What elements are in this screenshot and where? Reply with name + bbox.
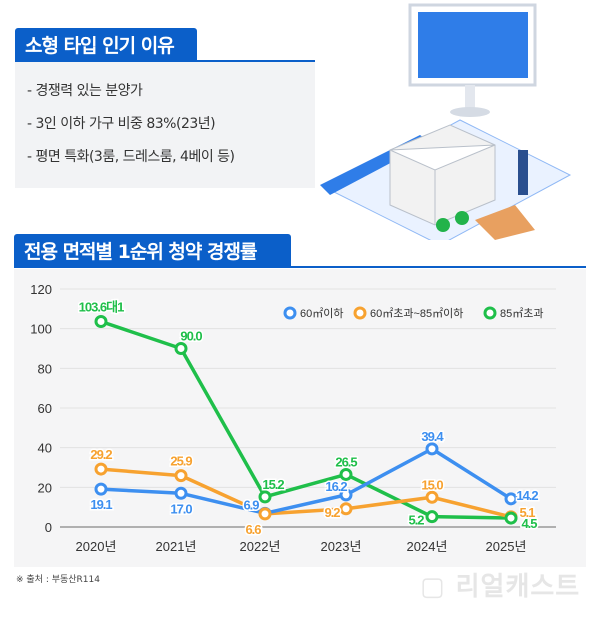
data-label: 90.0	[180, 329, 202, 344]
x-tick-label: 2024년	[407, 539, 448, 554]
data-point	[258, 507, 272, 521]
series-line	[100, 467, 512, 519]
data-point	[94, 482, 108, 496]
data-label: 14.2	[516, 488, 538, 503]
source-note: ※ 출처 : 부동산R114	[16, 575, 100, 585]
data-label: 5.2	[408, 513, 424, 528]
house-design-illustration	[320, 3, 572, 240]
data-point	[174, 486, 188, 500]
y-tick-label: 60	[38, 401, 52, 416]
data-label: 25.9	[170, 454, 192, 469]
legend-marker	[353, 306, 367, 320]
data-label: 103.6대1	[79, 300, 124, 315]
divider	[15, 60, 315, 62]
data-label: 16.2	[325, 479, 347, 494]
section2-title: 전용 면적별 1순위 청약 경쟁률	[14, 234, 291, 267]
data-point	[339, 488, 353, 502]
data-point	[425, 490, 439, 504]
watermark-logo: ▢ 리얼캐스트	[420, 572, 581, 602]
data-label: 19.1	[90, 497, 112, 512]
data-label: 26.5	[335, 454, 357, 469]
x-tick-label: 2021년	[156, 539, 197, 554]
section1-title: 소형 타입 인기 이유	[15, 28, 197, 61]
y-tick-label: 40	[38, 441, 52, 456]
data-label: 15.0	[421, 477, 443, 492]
data-point	[174, 469, 188, 483]
data-label: 39.4	[421, 429, 444, 444]
data-point	[504, 492, 518, 506]
watermark-text: 리얼캐스트	[455, 572, 581, 602]
legend-marker	[283, 306, 297, 320]
data-point	[425, 442, 439, 456]
data-label: 15.2	[262, 477, 284, 492]
data-label: 6.9	[243, 497, 259, 512]
data-point	[339, 467, 353, 481]
data-point	[425, 510, 439, 524]
series-line	[100, 447, 512, 516]
data-label: 4.5	[521, 516, 537, 531]
data-label: 5.1	[519, 505, 535, 520]
data-point	[94, 315, 108, 329]
data-label: 29.2	[90, 447, 112, 462]
data-label: 17.0	[170, 501, 192, 516]
y-tick-label: 120	[30, 282, 52, 297]
reasons-panel	[15, 62, 315, 188]
bullet-item: - 평면 특화(3룸, 드레스룸, 4베이 등)	[27, 149, 235, 165]
data-point	[174, 342, 188, 355]
bullet-item: - 3인 이하 가구 비중 83%(23년)	[27, 116, 216, 132]
x-tick-label: 2020년	[76, 539, 117, 554]
y-tick-label: 80	[38, 361, 52, 376]
legend-label: 60㎡초과~85㎡이하	[370, 306, 463, 320]
series-line	[100, 319, 512, 520]
y-tick-label: 100	[30, 322, 52, 337]
data-label: 6.6	[245, 522, 261, 537]
y-tick-label: 0	[45, 520, 52, 535]
y-tick-label: 20	[38, 480, 52, 495]
legend-label: 60㎡이하	[300, 306, 343, 320]
x-tick-label: 2023년	[321, 539, 362, 554]
data-point	[504, 511, 518, 525]
data-point	[258, 490, 272, 504]
divider	[14, 266, 586, 268]
legend-label: 85㎡초과	[500, 307, 543, 320]
data-point	[94, 462, 108, 476]
data-label: 9.2	[324, 505, 340, 520]
bullet-item: - 경쟁력 있는 분양가	[27, 83, 143, 99]
legend-marker	[483, 306, 497, 320]
data-point	[339, 502, 353, 516]
x-tick-label: 2025년	[486, 539, 527, 554]
x-tick-label: 2022년	[240, 539, 281, 554]
